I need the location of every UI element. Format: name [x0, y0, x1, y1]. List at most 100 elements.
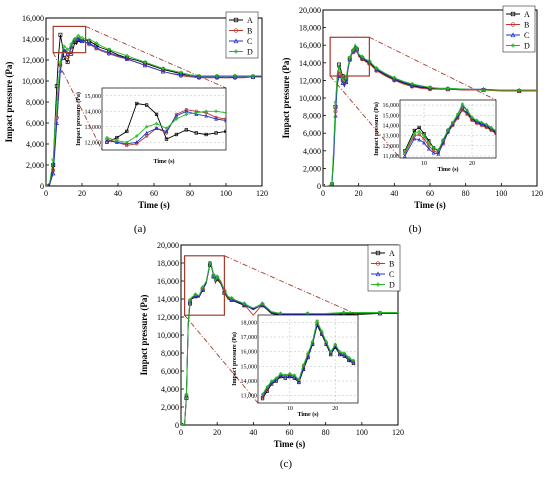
zoom-region-box	[184, 255, 226, 316]
inset-y-tick-label: 13,000	[241, 394, 258, 400]
inset-data-point-D	[412, 131, 417, 136]
inset-y-axis-title: Impact pressure (Pa)	[75, 92, 82, 146]
data-point-C	[106, 50, 112, 55]
legend-label-B: B	[247, 27, 252, 36]
y-axis-title: Impact pressure (Pa)	[281, 58, 291, 139]
x-tick-label: 20	[213, 428, 221, 437]
inset-data-point-D	[288, 371, 292, 376]
inset-data-point-C	[174, 113, 179, 118]
inset-data-point-A	[184, 128, 188, 132]
inset-data-point-C	[417, 137, 422, 142]
inset-data-point-B	[494, 131, 496, 136]
y-tick-label: 18,000	[157, 259, 179, 268]
x-tick-label: 80	[322, 428, 330, 437]
inset-data-point-C	[297, 378, 301, 383]
inset-data-point-D	[494, 128, 496, 133]
inset-data-point-D	[446, 127, 450, 132]
y-tick-label: 14,000	[299, 59, 321, 68]
legend-marker-C	[233, 38, 239, 44]
inset-y-tick-label: 15,000	[85, 94, 102, 100]
inset-data-point-D	[194, 111, 199, 115]
y-tick-label: 20,000	[299, 6, 321, 15]
inset-x-tick-label: 10	[421, 161, 427, 167]
data-point-D	[347, 55, 352, 60]
data-point-D	[72, 36, 77, 42]
inset-data-point-D	[134, 134, 139, 138]
inset-data-point-C	[412, 136, 417, 141]
inset-data-point-C	[134, 140, 139, 144]
inset-data-point-D	[125, 140, 129, 145]
inset-plot: 13,000 14,000 15,000 16,000 17,000 18,000 10 20…	[231, 314, 359, 418]
panel-a: 02,0004,0006,0008,00010,00012,00014,0001…	[4, 11, 268, 235]
inset-data-point-D	[479, 120, 484, 125]
y-tick-label: 12,000	[22, 56, 44, 65]
y-tick-label: 4,000	[161, 385, 179, 394]
data-point-D	[445, 86, 450, 91]
data-point-D	[333, 100, 338, 105]
y-tick-label: 4,000	[303, 147, 321, 156]
inset-y-tick-label: 13,000	[85, 125, 102, 131]
y-axis-title: Impact pressure (Pa)	[139, 295, 149, 376]
inset-data-point-D	[455, 112, 460, 117]
inset-y-tick-label: 16,000	[383, 103, 400, 109]
data-point-D	[229, 296, 234, 301]
inset-data-point-D	[422, 133, 426, 138]
inset-data-point-D	[260, 392, 265, 396]
inset-data-point-A	[204, 132, 208, 137]
inset-data-point-A	[422, 131, 426, 136]
inset-data-point-C	[436, 151, 441, 156]
data-point-D	[336, 65, 342, 70]
data-point-D	[160, 66, 166, 71]
data-point-C	[87, 40, 92, 46]
series-line-D	[181, 261, 398, 425]
inset-data-point-D	[105, 135, 109, 140]
panel-label: (a)	[134, 223, 147, 235]
legend-label-D: D	[524, 42, 530, 51]
data-point-A	[58, 32, 63, 37]
inset-y-tick-label: 14,000	[85, 109, 102, 115]
data-point-A	[143, 61, 147, 66]
inset-data-point-D	[451, 120, 455, 125]
data-point-D	[214, 73, 220, 78]
inset-data-point-D	[333, 342, 338, 347]
data-point-C	[65, 51, 70, 56]
y-tick-label: 16,000	[22, 14, 44, 23]
inset-data-point-A	[164, 137, 169, 141]
data-point-C	[79, 38, 85, 44]
inset-data-point-A	[174, 132, 179, 137]
inset-data-point-C	[144, 130, 149, 135]
data-point-D	[329, 181, 335, 186]
y-tick-label: 18,000	[299, 24, 321, 33]
legend-marker-D	[510, 43, 516, 48]
inset-data-point-A	[125, 129, 129, 134]
inset-data-point-D	[347, 355, 351, 360]
inset-y-tick-label: 13,000	[383, 134, 400, 140]
inset-y-tick-label: 15,000	[241, 364, 258, 370]
inset-y-tick-label: 18,000	[241, 320, 258, 326]
data-point-D	[250, 73, 256, 78]
inset-data-point-D	[351, 358, 356, 363]
inset-series-line-D	[404, 103, 496, 153]
data-point-D	[215, 274, 220, 279]
data-point-D	[410, 81, 415, 87]
data-point-D	[374, 65, 379, 71]
data-point-D	[79, 35, 85, 41]
inset-series-group	[400, 100, 496, 158]
inset-data-point-D	[460, 102, 465, 106]
data-point-D	[323, 183, 326, 186]
data-point-C	[344, 79, 349, 85]
x-tick-label: 40	[249, 428, 257, 437]
data-point-A	[65, 60, 70, 65]
inset-data-point-D	[403, 150, 407, 154]
data-point-A	[179, 71, 183, 76]
zoom-connector	[369, 36, 497, 101]
data-point-C	[142, 62, 148, 68]
y-tick-label: 6,000	[26, 119, 44, 128]
legend-marker-B	[233, 28, 239, 33]
inset-data-point-D	[475, 118, 479, 123]
data-point-D	[481, 87, 486, 93]
inset-data-point-D	[319, 329, 324, 333]
inset-data-point-D	[417, 129, 421, 134]
inset-series-line-D	[106, 110, 226, 143]
